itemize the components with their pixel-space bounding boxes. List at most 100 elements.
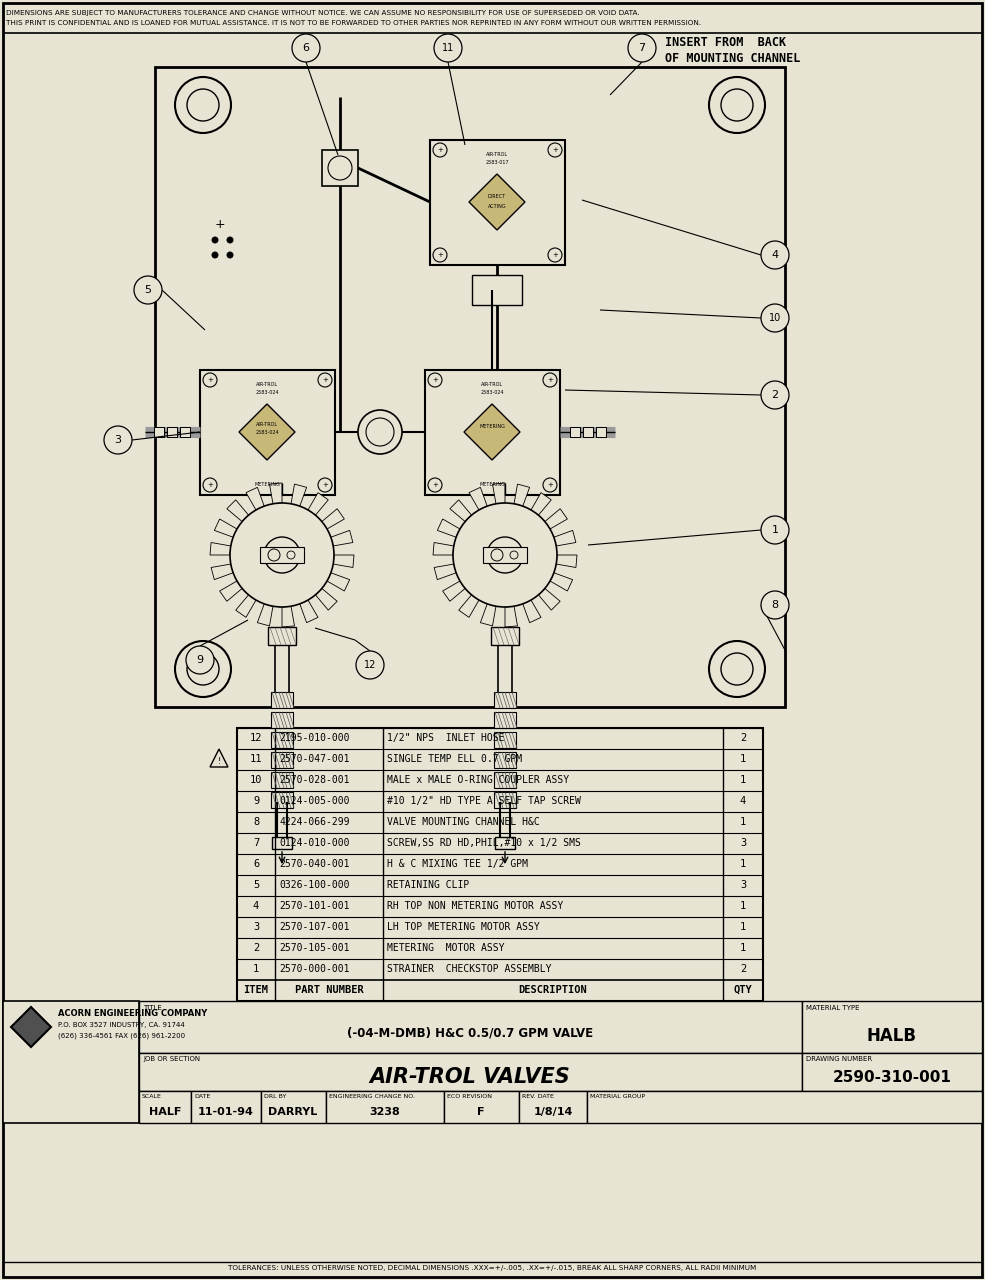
Text: 11: 11 xyxy=(442,44,454,52)
Text: 3: 3 xyxy=(253,922,259,932)
Circle shape xyxy=(186,646,214,675)
Circle shape xyxy=(318,477,332,492)
Text: 1: 1 xyxy=(740,859,746,869)
Text: P.O. BOX 3527 INDUSTRY, CA. 91744: P.O. BOX 3527 INDUSTRY, CA. 91744 xyxy=(58,1021,185,1028)
Circle shape xyxy=(453,503,557,607)
Text: 2570-028-001: 2570-028-001 xyxy=(279,774,350,785)
Circle shape xyxy=(510,550,518,559)
Bar xyxy=(802,1053,982,1091)
Text: 2570-047-001: 2570-047-001 xyxy=(279,754,350,764)
Text: 3238: 3238 xyxy=(369,1107,400,1117)
Bar xyxy=(587,1091,982,1123)
Circle shape xyxy=(366,419,394,445)
Text: 6: 6 xyxy=(253,859,259,869)
Polygon shape xyxy=(291,484,306,506)
Circle shape xyxy=(318,372,332,387)
Bar xyxy=(271,692,293,708)
Text: +: + xyxy=(547,483,553,488)
Bar xyxy=(271,772,293,788)
Text: PART NUMBER: PART NUMBER xyxy=(295,986,363,995)
Bar xyxy=(271,732,293,748)
Text: 1: 1 xyxy=(740,943,746,954)
Bar xyxy=(139,1053,802,1091)
Text: 9: 9 xyxy=(253,796,259,806)
Polygon shape xyxy=(545,508,567,529)
Text: DESCRIPTION: DESCRIPTION xyxy=(519,986,587,995)
Polygon shape xyxy=(215,518,237,538)
Circle shape xyxy=(721,653,753,685)
Text: DARRYL: DARRYL xyxy=(268,1107,317,1117)
Text: 1/2" NPS  INLET HOSE: 1/2" NPS INLET HOSE xyxy=(387,733,504,742)
Polygon shape xyxy=(433,543,454,556)
Polygon shape xyxy=(308,493,328,515)
Text: JOB OR SECTION: JOB OR SECTION xyxy=(143,1056,200,1062)
Bar xyxy=(237,728,763,1001)
Circle shape xyxy=(721,90,753,122)
Circle shape xyxy=(548,248,562,262)
Text: TOLERANCES: UNLESS OTHERWISE NOTED, DECIMAL DIMENSIONS .XXX=+/-.005, .XX=+/-.015: TOLERANCES: UNLESS OTHERWISE NOTED, DECI… xyxy=(228,1265,756,1271)
Text: +: + xyxy=(437,252,443,259)
Text: 1: 1 xyxy=(740,774,746,785)
Polygon shape xyxy=(514,484,530,506)
Text: 2: 2 xyxy=(253,943,259,954)
Text: 2570-107-001: 2570-107-001 xyxy=(279,922,350,932)
Bar xyxy=(167,428,177,436)
Text: 11: 11 xyxy=(250,754,262,764)
Polygon shape xyxy=(270,483,282,504)
Bar xyxy=(271,712,293,728)
Text: METERING: METERING xyxy=(479,425,505,430)
Bar xyxy=(494,712,516,728)
Polygon shape xyxy=(464,404,520,460)
Circle shape xyxy=(203,477,217,492)
Text: DIMENSIONS ARE SUBJECT TO MANUFACTURERS TOLERANCE AND CHANGE WITHOUT NOTICE. WE : DIMENSIONS ARE SUBJECT TO MANUFACTURERS … xyxy=(6,10,639,15)
Text: HALF: HALF xyxy=(149,1107,181,1117)
Text: REV. DATE: REV. DATE xyxy=(522,1094,554,1100)
Text: 3: 3 xyxy=(114,435,121,445)
Text: 2: 2 xyxy=(771,390,778,399)
Text: 10: 10 xyxy=(250,774,262,785)
Text: 2: 2 xyxy=(740,964,746,974)
Polygon shape xyxy=(554,530,576,547)
Bar xyxy=(596,428,606,436)
Circle shape xyxy=(212,252,218,259)
Text: +: + xyxy=(547,378,553,383)
Text: ACORN ENGINEERING COMPANY: ACORN ENGINEERING COMPANY xyxy=(58,1009,207,1018)
Text: +: + xyxy=(215,219,226,232)
Bar xyxy=(272,837,292,849)
Bar xyxy=(3,1001,139,1123)
Polygon shape xyxy=(282,607,295,627)
Polygon shape xyxy=(333,556,354,567)
Circle shape xyxy=(761,303,789,332)
Text: 2: 2 xyxy=(740,733,746,742)
Polygon shape xyxy=(211,564,233,580)
Text: RETAINING CLIP: RETAINING CLIP xyxy=(387,881,469,890)
Text: 0124-005-000: 0124-005-000 xyxy=(279,796,350,806)
Circle shape xyxy=(761,241,789,269)
Text: 4224-066-299: 4224-066-299 xyxy=(279,817,350,827)
Text: 1: 1 xyxy=(771,525,778,535)
Polygon shape xyxy=(220,581,242,602)
Bar xyxy=(519,1091,587,1123)
Circle shape xyxy=(433,143,447,157)
Circle shape xyxy=(761,381,789,410)
Text: 1: 1 xyxy=(253,964,259,974)
Bar xyxy=(139,1091,191,1123)
Text: 2583-024: 2583-024 xyxy=(255,430,279,434)
Text: 2195-010-000: 2195-010-000 xyxy=(279,733,350,742)
Text: 12: 12 xyxy=(250,733,262,742)
Text: RH TOP NON METERING MOTOR ASSY: RH TOP NON METERING MOTOR ASSY xyxy=(387,901,563,911)
Circle shape xyxy=(628,35,656,61)
Bar xyxy=(494,792,516,808)
Text: VALVE MOUNTING CHANNEL H&C: VALVE MOUNTING CHANNEL H&C xyxy=(387,817,540,827)
Text: 7: 7 xyxy=(638,44,645,52)
Text: THIS PRINT IS CONFIDENTIAL AND IS LOANED FOR MUTUAL ASSISTANCE. IT IS NOT TO BE : THIS PRINT IS CONFIDENTIAL AND IS LOANED… xyxy=(6,20,701,26)
Text: 1/8/14: 1/8/14 xyxy=(533,1107,572,1117)
Text: 0124-010-000: 0124-010-000 xyxy=(279,838,350,847)
Circle shape xyxy=(264,538,300,573)
Text: 1: 1 xyxy=(740,754,746,764)
Text: 4: 4 xyxy=(740,796,746,806)
Polygon shape xyxy=(210,543,230,556)
Text: 2570-105-001: 2570-105-001 xyxy=(279,943,350,954)
Text: 3: 3 xyxy=(740,881,746,890)
Text: #10 1/2" HD TYPE A SELF TAP SCREW: #10 1/2" HD TYPE A SELF TAP SCREW xyxy=(387,796,581,806)
